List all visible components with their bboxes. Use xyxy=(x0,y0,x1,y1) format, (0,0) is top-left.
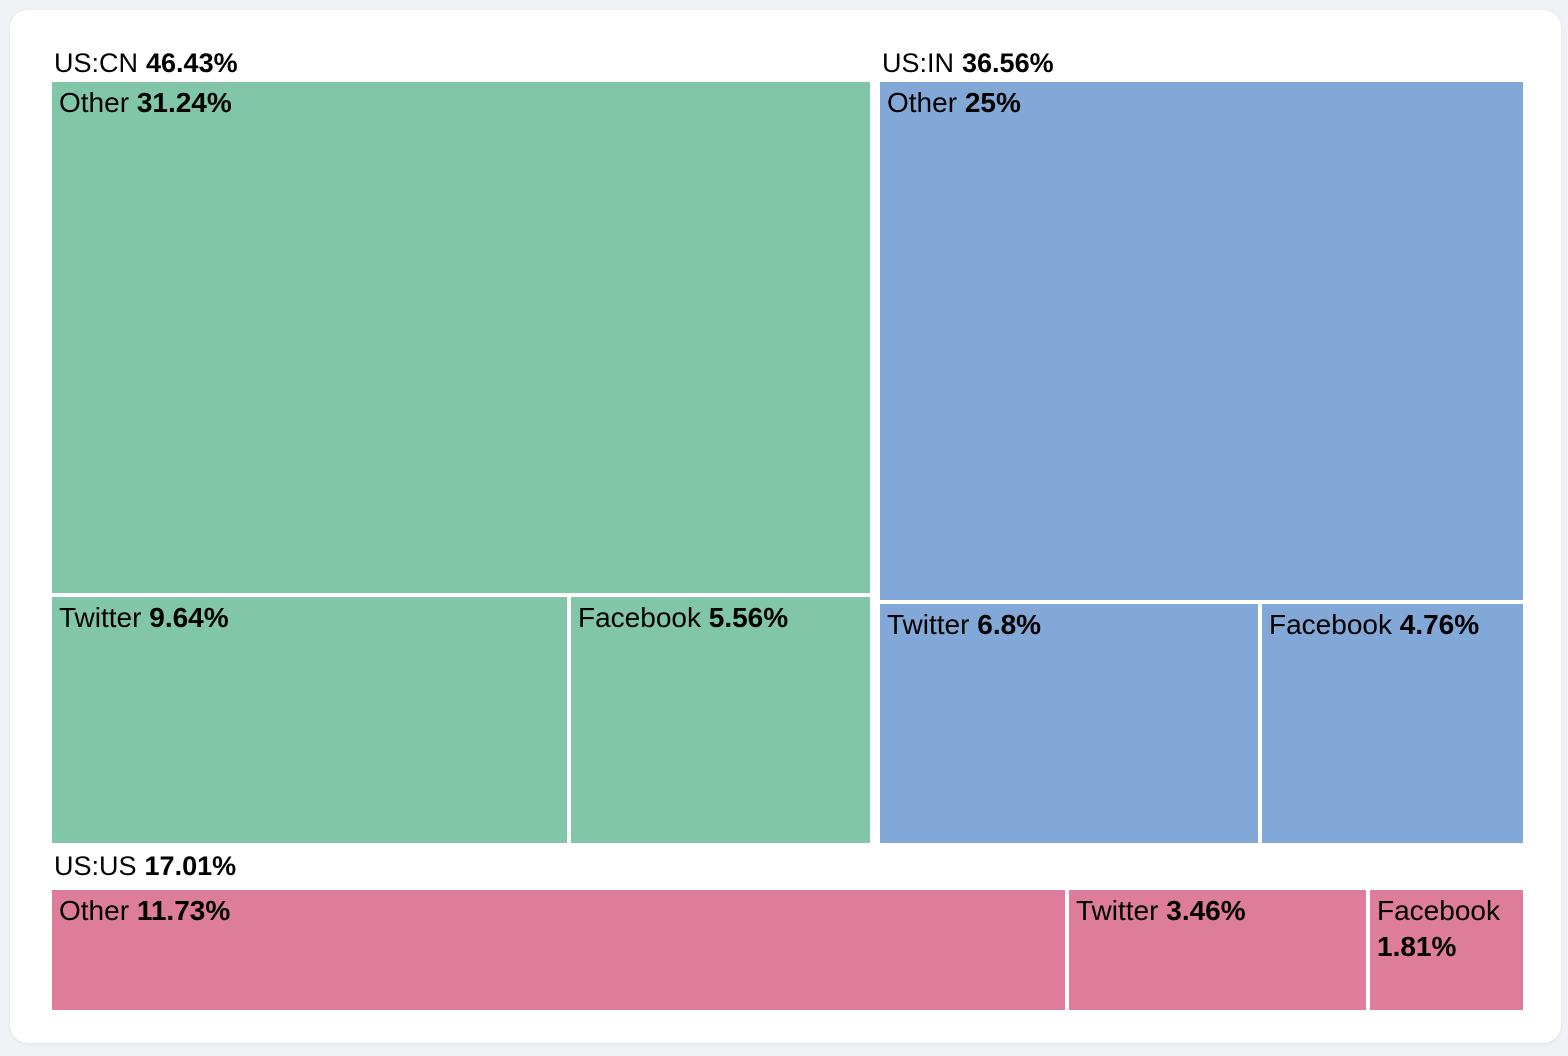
group-percentage: 46.43% xyxy=(146,48,238,78)
treemap-cell-us-us-twitter[interactable]: Twitter 3.46% xyxy=(1069,890,1366,1010)
cell-percentage: 31.24% xyxy=(136,87,232,118)
group-percentage: 17.01% xyxy=(144,851,237,881)
group-percentage: 36.56% xyxy=(962,48,1054,78)
treemap-cell-us-in-other[interactable]: Other 25% xyxy=(880,82,1523,600)
treemap-cell-us-in-twitter[interactable]: Twitter 6.8% xyxy=(880,604,1258,843)
treemap-cell-us-in-facebook[interactable]: Facebook 4.76% xyxy=(1262,604,1523,843)
cell-name: Other xyxy=(59,895,130,926)
cell-percentage: 11.73% xyxy=(136,895,231,926)
cell-name: Facebook xyxy=(1269,609,1392,640)
group-name: US:IN xyxy=(882,48,955,78)
cell-name: Other xyxy=(59,87,130,118)
cell-percentage: 5.56% xyxy=(708,602,789,633)
treemap-cell-us-cn-facebook[interactable]: Facebook 5.56% xyxy=(571,597,870,843)
group-label-us-cn: US:CN 46.43% xyxy=(52,44,870,82)
treemap-cell-us-cn-twitter[interactable]: Twitter 9.64% xyxy=(52,597,567,843)
cell-percentage: 3.46% xyxy=(1166,895,1246,926)
treemap-cell-us-cn-other[interactable]: Other 31.24% xyxy=(52,82,870,593)
cell-name: Facebook xyxy=(1377,895,1500,926)
cell-percentage: 4.76% xyxy=(1399,609,1480,640)
treemap-cell-us-us-other[interactable]: Other 11.73% xyxy=(52,890,1065,1010)
cell-percentage: 9.64% xyxy=(149,602,229,633)
treemap-card: US:CN 46.43% Other 31.24% Twitter 9.64% … xyxy=(10,10,1561,1043)
group-name: US:CN xyxy=(54,48,139,78)
group-label-us-us: US:US 17.01% xyxy=(52,844,1065,888)
treemap-chart: US:CN 46.43% Other 31.24% Twitter 9.64% … xyxy=(52,44,1523,1010)
cell-name: Twitter xyxy=(1076,895,1159,926)
group-label-us-in: US:IN 36.56% xyxy=(880,44,1523,82)
cell-name: Twitter xyxy=(887,609,970,640)
cell-name: Other xyxy=(887,87,958,118)
cell-percentage: 25% xyxy=(964,87,1021,118)
treemap-cell-us-us-facebook[interactable]: Facebook 1.81% xyxy=(1370,890,1523,1010)
cell-percentage: 6.8% xyxy=(977,609,1042,640)
cell-percentage: 1.81% xyxy=(1377,931,1457,962)
cell-name: Facebook xyxy=(578,602,701,633)
group-name: US:US xyxy=(54,851,137,881)
cell-name: Twitter xyxy=(59,602,142,633)
